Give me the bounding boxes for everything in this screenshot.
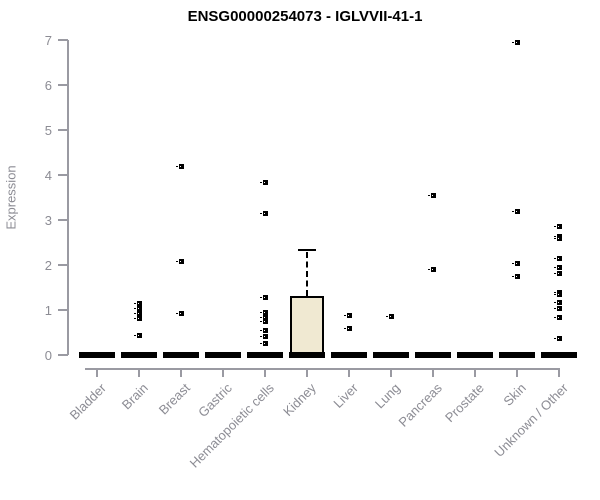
outlier-point — [554, 291, 562, 297]
flat-box-at-zero — [331, 352, 367, 358]
flat-box-at-zero — [205, 352, 241, 358]
outlier-point — [260, 180, 268, 186]
y-tick-mark — [58, 174, 68, 176]
whisker-cap — [298, 249, 316, 252]
outlier-point — [260, 309, 268, 315]
flat-box-at-zero — [121, 352, 157, 358]
x-tick-mark — [390, 368, 392, 377]
outlier-point — [554, 265, 562, 271]
outlier-point — [554, 271, 562, 277]
outlier-point — [176, 311, 184, 317]
outlier-point — [554, 255, 562, 261]
outlier-point — [344, 326, 352, 331]
outlier-point — [260, 334, 268, 340]
outlier-point — [260, 210, 268, 216]
y-tick-mark — [58, 354, 68, 356]
flat-box-at-zero — [247, 352, 283, 358]
outlier-point — [512, 261, 520, 267]
outlier-point — [134, 300, 142, 306]
outlier-point — [554, 306, 562, 312]
chart-title: ENSG00000254073 - IGLVVII-41-1 — [187, 8, 423, 25]
outlier-point — [512, 273, 520, 279]
outlier-point — [260, 294, 268, 300]
y-axis-line — [67, 40, 69, 355]
outlier-point — [554, 315, 562, 321]
flat-box-at-zero — [79, 352, 115, 358]
flat-box-at-zero — [373, 352, 409, 358]
x-tick-mark — [432, 368, 434, 377]
outlier-point — [386, 313, 394, 319]
flat-box-at-zero — [541, 352, 577, 358]
y-tick-mark — [58, 264, 68, 266]
outlier-point — [428, 192, 436, 198]
x-tick-mark — [306, 368, 308, 377]
outlier-point — [512, 39, 520, 45]
y-tick-label: 0 — [44, 348, 52, 363]
y-tick-mark — [58, 219, 68, 221]
y-tick-label: 4 — [44, 168, 52, 183]
outlier-point — [428, 267, 436, 273]
outlier-point — [176, 258, 184, 264]
outlier-point — [554, 223, 562, 229]
x-tick-mark — [558, 368, 560, 377]
y-tick-mark — [58, 309, 68, 311]
y-tick-label: 2 — [44, 258, 52, 273]
x-axis-line — [85, 368, 560, 370]
outlier-point — [344, 312, 352, 318]
outlier-point — [260, 318, 268, 324]
whisker-line — [306, 252, 308, 297]
y-tick-mark — [58, 84, 68, 86]
x-tick-mark — [348, 368, 350, 377]
outlier-point — [134, 306, 142, 312]
x-tick-mark — [96, 368, 98, 377]
outlier-point — [512, 209, 520, 214]
y-tick-label: 5 — [44, 123, 52, 138]
outlier-point — [134, 311, 142, 317]
outlier-point — [134, 333, 142, 339]
y-tick-mark — [58, 129, 68, 131]
box-body — [290, 296, 324, 355]
x-tick-mark — [474, 368, 476, 377]
outlier-point — [260, 327, 268, 333]
flat-box-at-zero — [499, 352, 535, 358]
y-tick-mark — [58, 39, 68, 41]
x-tick-mark — [516, 368, 518, 377]
y-tick-label: 7 — [44, 33, 52, 48]
flat-box-at-zero — [457, 352, 493, 358]
y-tick-label: 3 — [44, 213, 52, 228]
y-tick-label: 6 — [44, 78, 52, 93]
y-tick-label: 1 — [44, 303, 52, 318]
x-tick-mark — [264, 368, 266, 377]
x-tick-mark — [138, 368, 140, 377]
y-axis-title: Expression — [3, 165, 19, 230]
x-tick-mark — [180, 368, 182, 377]
outlier-point — [554, 335, 562, 341]
flat-box-at-zero — [415, 352, 451, 358]
flat-box-at-zero — [163, 352, 199, 358]
outlier-point — [260, 340, 268, 346]
flat-box-at-zero — [289, 352, 325, 358]
outlier-point — [134, 316, 142, 322]
outlier-point — [176, 164, 184, 169]
outlier-point — [554, 300, 562, 306]
x-tick-mark — [222, 368, 224, 377]
outlier-point — [554, 236, 562, 241]
outlier-point — [260, 315, 268, 321]
